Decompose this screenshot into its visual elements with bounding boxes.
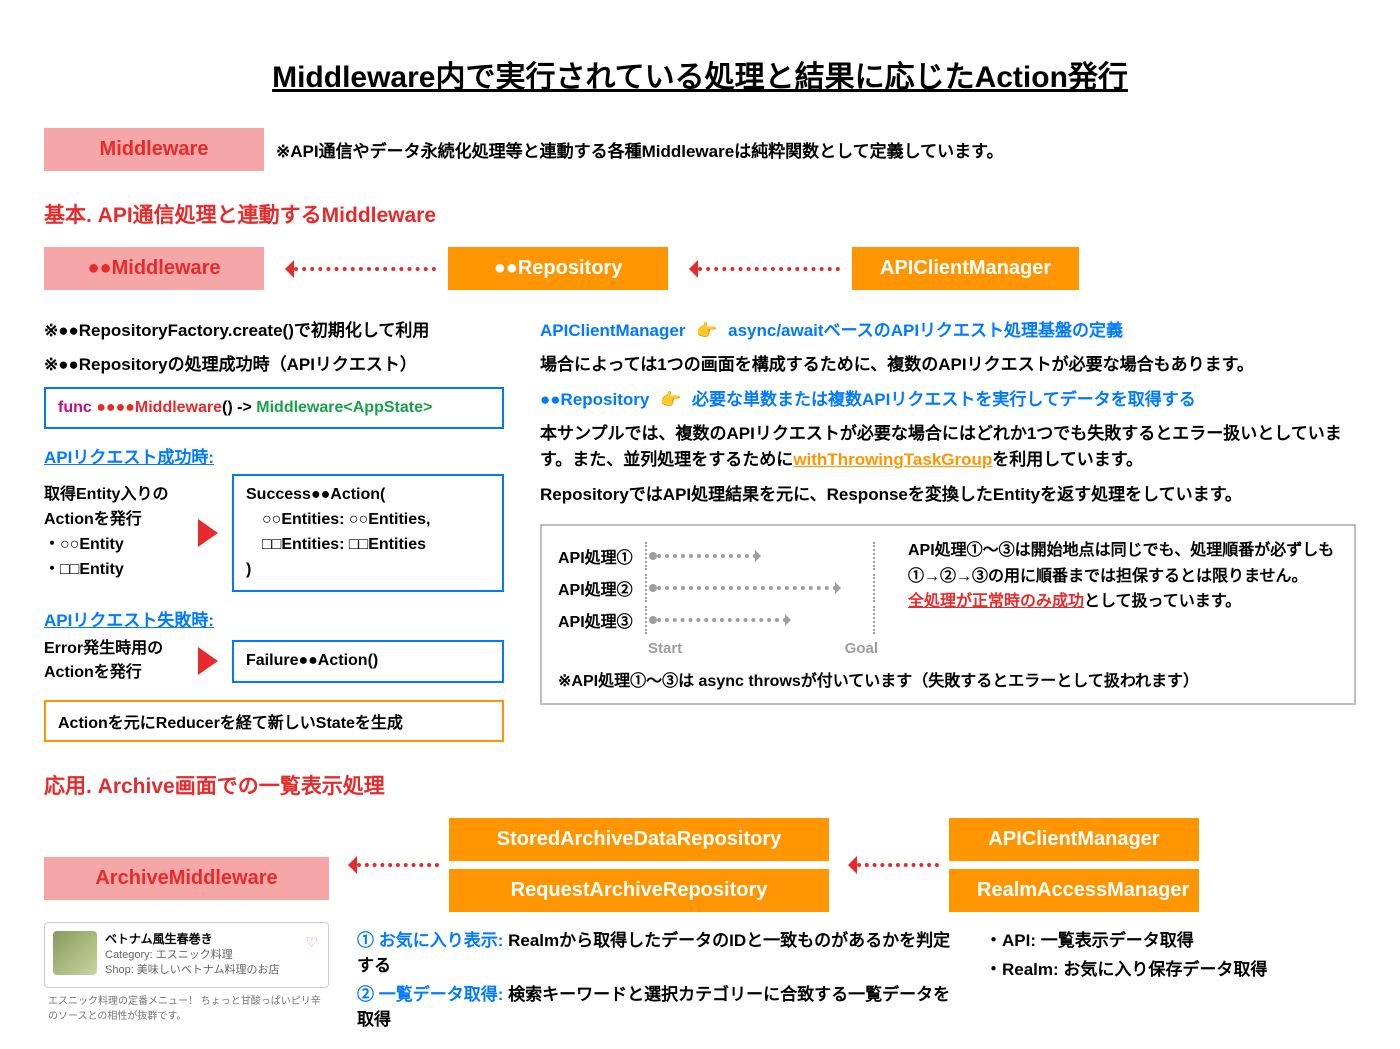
request-repo-box: RequestArchiveRepository: [449, 869, 829, 912]
arrow-left-icon: [276, 260, 436, 278]
realm-mgr-box: RealmAccessManager: [949, 869, 1199, 912]
success-label: APIリクエスト成功時:: [44, 443, 504, 468]
success-flow: 取得Entity入りの Actionを発行 ・○○Entity ・□□Entit…: [44, 474, 504, 591]
success-action-code: Success●●Action( ○○Entities: ○○Entities,…: [232, 474, 504, 591]
section1-heading: 基本. API通信処理と連動するMiddleware: [44, 199, 1356, 229]
func-code: func ●●●●Middleware() -> Middleware<AppS…: [44, 387, 504, 430]
card-preview: ベトナム風生春巻き Category: エスニック料理 Shop: 美味しいベト…: [44, 912, 329, 1022]
failure-flow: Error発生時用の Actionを発行 Failure●●Action(): [44, 637, 504, 687]
card-thumb: [53, 931, 97, 975]
mw-box: ●●Middleware: [44, 247, 264, 290]
r-line5: RepositoryではAPI処理結果を元に、Responseを変換したEnti…: [540, 482, 1356, 508]
api-box: APIClientManager: [852, 247, 1079, 290]
arrow-right-icon: [198, 519, 218, 547]
numbered-notes: ① お気に入り表示: Realmから取得したデータのIDと一致ものがあるかを判定…: [357, 912, 957, 1034]
arrow-left-icon: [339, 856, 439, 874]
section1-right: APIClientManager async/awaitベースのAPIリクエスト…: [540, 310, 1356, 742]
failure-text: Error発生時用の Actionを発行: [44, 637, 184, 687]
api-desc: API処理①〜③は開始地点は同じでも、処理順番が必ずしも①→②→③の用に順番まで…: [908, 538, 1338, 657]
left-line2: ※●●Repositoryの処理成功時（APIリクエスト）: [44, 352, 504, 378]
card-desc: エスニック料理の定番メニュー！ ちょっと甘酸っぱいピリ辛のソースとの相性が抜群で…: [44, 992, 329, 1022]
api-mgr-box: APIClientManager: [949, 818, 1199, 861]
r-line1: APIClientManager async/awaitベースのAPIリクエスト…: [540, 318, 1356, 344]
api-bars: API処理① API処理② API処理③ StartGoal: [558, 538, 888, 657]
card-title: ベトナム風生春巻き: [105, 931, 279, 948]
card-shop: Shop: 美味しいベトナム料理のお店: [105, 963, 279, 978]
section1-boxes: ●●Middleware ●●Repository APIClientManag…: [44, 247, 1356, 290]
page-title: Middleware内で実行されている処理と結果に応じたAction発行: [44, 52, 1356, 96]
intro-note: ※API通信やデータ永続化処理等と連動する各種Middlewareは純粋関数とし…: [276, 137, 1003, 162]
r-line4: 本サンプルでは、複数のAPIリクエストが必要な場合にはどれか1つでも失敗するとエ…: [540, 421, 1356, 474]
arrow-left-icon: [839, 856, 939, 874]
hand-icon: [690, 321, 723, 340]
failure-action-code: Failure●●Action(): [232, 640, 504, 683]
bullets: ・API: 一覧表示データ取得 ・Realm: お気に入り保存データ取得: [985, 912, 1356, 984]
r-line2: 場合によっては1つの画面を構成するために、複数のAPIリクエストが必要な場合もあ…: [540, 352, 1356, 378]
arrow-left-icon: [680, 260, 840, 278]
success-text: 取得Entity入りの Actionを発行 ・○○Entity ・□□Entit…: [44, 483, 184, 582]
middleware-tag: Middleware: [44, 128, 264, 171]
section2-heading: 応用. Archive画面での一覧表示処理: [44, 770, 1356, 800]
r-line3: ●●Repository 必要な単数または複数APIリクエストを実行してデータを…: [540, 387, 1356, 413]
hand-icon: [654, 390, 687, 409]
section2-boxes: ArchiveMiddleware StoredArchiveDataRepos…: [44, 818, 1356, 912]
repo-box: ●●Repository: [448, 247, 668, 290]
heart-icon: ♡: [305, 933, 318, 953]
reducer-note: Actionを元にReducerを経て新しいStateを生成: [44, 700, 504, 742]
card-category: Category: エスニック料理: [105, 948, 279, 963]
api-foot: ※API処理①〜③は async throwsが付いています（失敗するとエラーと…: [558, 667, 1338, 691]
api-diagram: API処理① API処理② API処理③ StartGoal API処理①〜③は…: [540, 524, 1356, 705]
arrow-right-icon: [198, 647, 218, 675]
archive-mw-box: ArchiveMiddleware: [44, 857, 329, 900]
intro-row: Middleware ※API通信やデータ永続化処理等と連動する各種Middle…: [44, 128, 1356, 171]
left-line1: ※●●RepositoryFactory.create()で初期化して利用: [44, 318, 504, 344]
failure-label: APIリクエスト失敗時:: [44, 606, 504, 631]
stored-repo-box: StoredArchiveDataRepository: [449, 818, 829, 861]
section1-left: ※●●RepositoryFactory.create()で初期化して利用 ※●…: [44, 310, 504, 742]
section1-body: ※●●RepositoryFactory.create()で初期化して利用 ※●…: [44, 310, 1356, 742]
